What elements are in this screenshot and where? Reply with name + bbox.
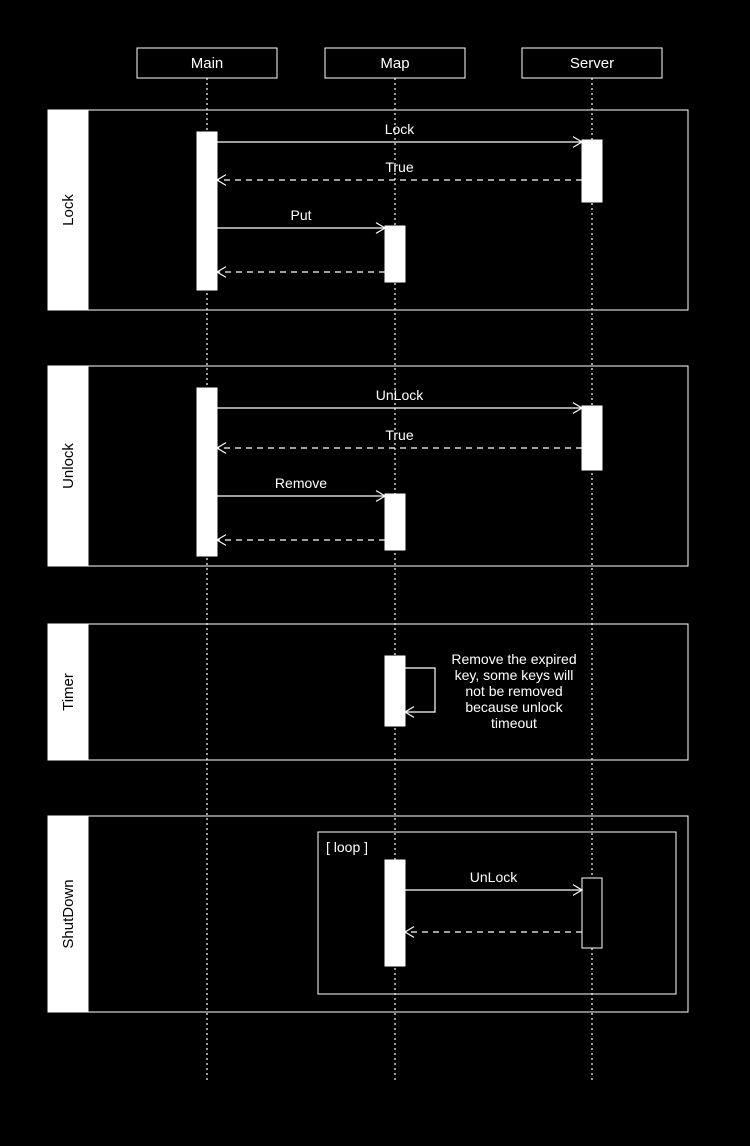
lifeline-label-main: Main [191,55,224,72]
frame-label-shutdown: ShutDown [60,879,77,948]
activation-map [385,226,405,282]
note-text: timeout [491,715,537,731]
activation-server [582,878,602,948]
message-label: Lock [385,121,416,137]
frame-label-timer: Timer [60,673,77,711]
message-label: Remove [275,475,327,491]
message-label: UnLock [470,869,518,885]
activation-main [197,132,217,290]
activation-main [197,388,217,556]
lifeline-label-map: Map [380,55,409,72]
loop-label: [ loop ] [326,839,368,855]
frame-label-lock: Lock [60,194,77,226]
activation-map [385,656,405,726]
note-text: because unlock [465,699,563,715]
activation-server [582,140,602,202]
message-label: True [385,427,413,443]
diagram-background [0,0,750,1146]
activation-map [385,860,405,966]
lifeline-label-server: Server [570,55,614,72]
frame-label-unlock: Unlock [60,443,77,489]
message-label: True [385,159,413,175]
activation-server [582,406,602,470]
activation-map [385,494,405,550]
note-text: not be removed [465,683,562,699]
note-text: key, some keys will [455,667,574,683]
message-label: Put [290,207,311,223]
note-text: Remove the expired [451,651,576,667]
message-label: UnLock [376,387,424,403]
